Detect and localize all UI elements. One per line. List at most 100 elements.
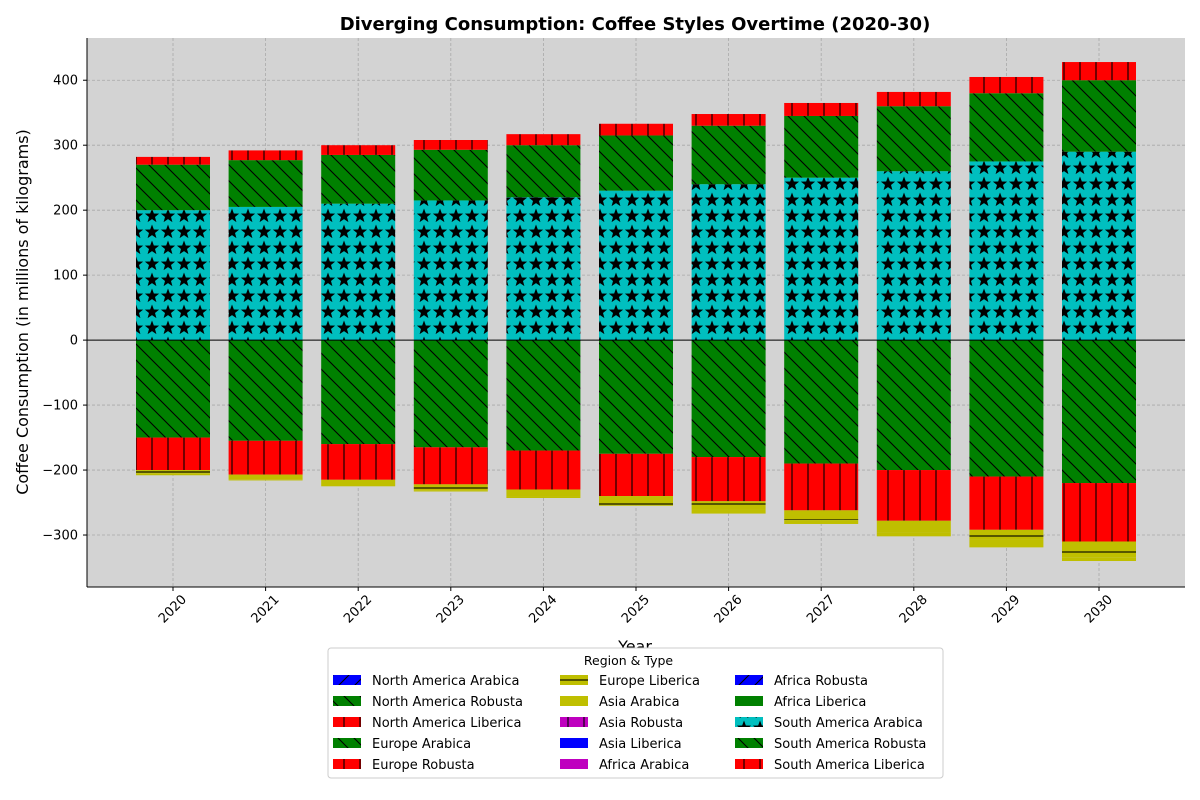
bar-north-america-liberica-2028 (876, 470, 951, 521)
bar-north-america-robusta-2029 (969, 340, 1044, 477)
legend-item-south-america-liberica: South America Liberica (735, 758, 925, 773)
bar-europe-liberica-2027 (784, 510, 859, 521)
legend-swatch (560, 675, 588, 685)
bar-south-america-arabica-2022 (321, 203, 396, 341)
x-tick-label: 2025 (619, 592, 653, 626)
y-tick-label: 300 (53, 139, 78, 154)
x-tick-label: 2024 (526, 592, 560, 626)
bar-south-america-robusta-2027 (784, 115, 859, 178)
bar-south-america-robusta-2026 (691, 125, 766, 185)
x-tick-label: 2028 (897, 592, 931, 626)
x-tick-label: 2021 (249, 592, 283, 626)
bar-asia-arabica-2029 (969, 539, 1044, 548)
legend-item-europe-robusta: Europe Robusta (333, 758, 475, 773)
legend-swatch (735, 696, 763, 706)
legend: Region & Type North America Arabica North … (327, 647, 944, 779)
legend-item-south-america-arabica: South America Arabica (735, 716, 923, 731)
y-tick-label: −200 (42, 464, 78, 479)
x-tick-label: 2022 (341, 592, 375, 626)
bar-south-america-arabica-2020 (136, 210, 210, 341)
legend-label: South America Arabica (774, 716, 923, 731)
bar-south-america-robusta-2023 (413, 149, 488, 201)
legend-label: Asia Arabica (599, 695, 680, 710)
bar-europe-liberica-2030 (1062, 541, 1136, 558)
legend-swatch (333, 759, 361, 769)
bar-asia-arabica-2027 (784, 520, 859, 524)
y-tick-label: 400 (53, 74, 78, 89)
bar-europe-liberica-2025 (599, 496, 673, 506)
legend-item-africa-liberica: Africa Liberica (735, 695, 866, 710)
plot-area (86, 38, 1185, 588)
legend-item-africa-arabica: Africa Arabica (560, 758, 689, 773)
legend-label: North America Liberica (372, 716, 521, 731)
bar-south-america-robusta-2025 (599, 135, 673, 191)
legend-swatch (333, 738, 361, 748)
legend-swatch (560, 759, 588, 769)
bar-asia-arabica-2020 (136, 473, 210, 476)
bar-south-america-arabica-2025 (599, 190, 673, 341)
bar-south-america-robusta-2021 (228, 160, 303, 207)
bar-north-america-liberica-2024 (506, 450, 581, 490)
bar-asia-arabica-2023 (413, 490, 488, 492)
bar-europe-liberica-2020 (136, 470, 210, 474)
x-tick-label: 2029 (989, 592, 1023, 626)
bar-north-america-robusta-2021 (228, 340, 303, 441)
legend-swatch (333, 696, 361, 706)
legend-label: Africa Arabica (599, 758, 689, 773)
legend-label: Europe Liberica (599, 674, 700, 689)
bar-south-america-arabica-2023 (413, 200, 488, 341)
bar-north-america-liberica-2023 (413, 447, 488, 485)
bar-north-america-robusta-2025 (599, 340, 673, 454)
bar-south-america-robusta-2030 (1062, 80, 1136, 152)
chart-title: Diverging Consumption: Coffee Styles Ove… (340, 14, 931, 35)
legend-item-north-america-robusta: North America Robusta (333, 695, 523, 710)
bar-asia-arabica-2026 (691, 509, 766, 514)
bar-south-america-liberica-2022 (321, 145, 396, 155)
bar-south-america-robusta-2022 (321, 154, 396, 204)
legend-swatch (560, 717, 588, 727)
x-tick-label: 2023 (434, 592, 468, 626)
bar-south-america-liberica-2023 (413, 140, 488, 150)
bar-asia-arabica-2028 (876, 532, 951, 537)
x-tick-label: 2027 (804, 592, 838, 626)
legend-item-asia-liberica: Asia Liberica (560, 737, 682, 752)
bar-south-america-liberica-2020 (136, 156, 210, 165)
legend-swatch (560, 696, 588, 706)
bar-north-america-liberica-2026 (691, 457, 766, 502)
y-tick-label: 100 (53, 269, 78, 284)
bar-south-america-arabica-2028 (876, 171, 951, 341)
bar-europe-liberica-2026 (691, 501, 766, 510)
bar-europe-liberica-2024 (506, 489, 581, 497)
legend-swatch (735, 759, 763, 769)
legend-label: Africa Liberica (774, 695, 866, 710)
bar-asia-arabica-2024 (506, 496, 581, 498)
bars (136, 62, 1136, 562)
legend-swatch (333, 675, 361, 685)
x-axis: 2020 2021 2022 2023 2024 2025 2026 2027 2028 2029… (156, 587, 1116, 626)
bar-north-america-liberica-2030 (1062, 483, 1136, 542)
bar-south-america-arabica-2024 (506, 197, 581, 341)
legend-item-europe-arabica: Europe Arabica (333, 737, 471, 752)
x-tick-label: 2030 (1082, 592, 1116, 626)
legend-item-north-america-arabica: North America Arabica (333, 674, 519, 689)
legend-label: Europe Arabica (372, 737, 471, 752)
legend-label: North America Arabica (372, 674, 519, 689)
bar-south-america-arabica-2029 (969, 161, 1044, 341)
bar-north-america-liberica-2027 (784, 463, 859, 511)
bar-north-america-liberica-2021 (228, 440, 303, 475)
bar-north-america-robusta-2024 (506, 340, 581, 451)
legend-swatch (735, 738, 763, 748)
y-tick-label: −300 (42, 529, 78, 544)
x-tick-label: 2026 (712, 592, 746, 626)
bar-north-america-robusta-2023 (413, 340, 488, 448)
legend-item-asia-arabica: Asia Arabica (560, 695, 680, 710)
legend-swatch (560, 738, 588, 748)
bar-north-america-liberica-2020 (136, 437, 210, 471)
y-tick-label: 200 (53, 204, 78, 219)
bar-north-america-liberica-2022 (321, 444, 396, 480)
y-tick-label: −100 (42, 399, 78, 414)
legend-label: Europe Robusta (372, 758, 475, 773)
bar-asia-arabica-2021 (228, 479, 303, 481)
